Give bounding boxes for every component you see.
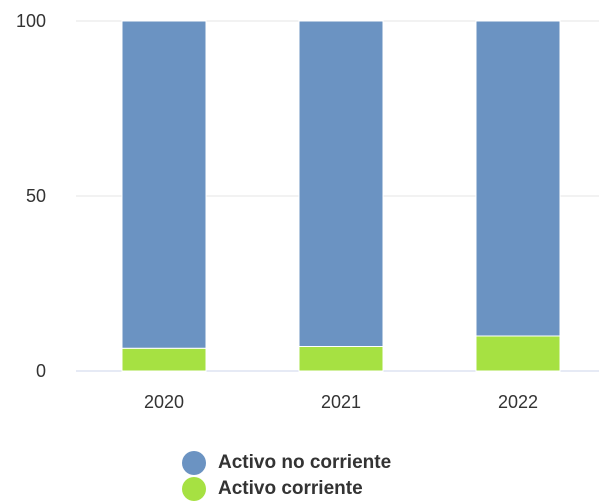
bar-segment xyxy=(121,20,207,349)
x-tick-label: 2022 xyxy=(498,392,538,412)
x-tick-label: 2020 xyxy=(144,392,184,412)
legend-item-activo-corriente[interactable]: Activo corriente xyxy=(182,476,391,501)
bar-segment xyxy=(298,346,384,372)
bar-segment xyxy=(298,20,384,347)
legend-marker-icon xyxy=(182,451,206,475)
y-axis-ticks: 0 50 100 xyxy=(16,11,46,381)
bar-segment xyxy=(121,347,207,372)
y-tick-label: 0 xyxy=(36,361,46,381)
y-tick-label: 100 xyxy=(16,11,46,31)
legend-label: Activo no corriente xyxy=(218,452,392,473)
legend-label: Activo corriente xyxy=(218,478,363,499)
legend: Activo no corriente Activo corriente xyxy=(182,450,391,501)
y-tick-label: 50 xyxy=(26,186,46,206)
legend-item-activo-no-corriente[interactable]: Activo no corriente xyxy=(182,450,391,476)
legend-marker-icon xyxy=(182,477,206,501)
x-axis-ticks: 2020 2021 2022 xyxy=(144,392,538,412)
bar-segment xyxy=(475,20,561,337)
x-tick-label: 2021 xyxy=(321,392,361,412)
bar-segment xyxy=(475,335,561,372)
stacked-bar-chart: 0 50 100 2020 2021 2022 xyxy=(16,11,599,412)
bars xyxy=(121,20,561,372)
